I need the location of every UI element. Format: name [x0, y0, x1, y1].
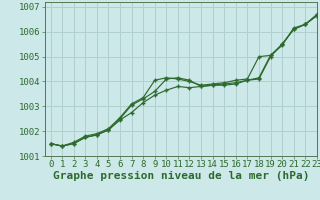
- X-axis label: Graphe pression niveau de la mer (hPa): Graphe pression niveau de la mer (hPa): [52, 171, 309, 181]
